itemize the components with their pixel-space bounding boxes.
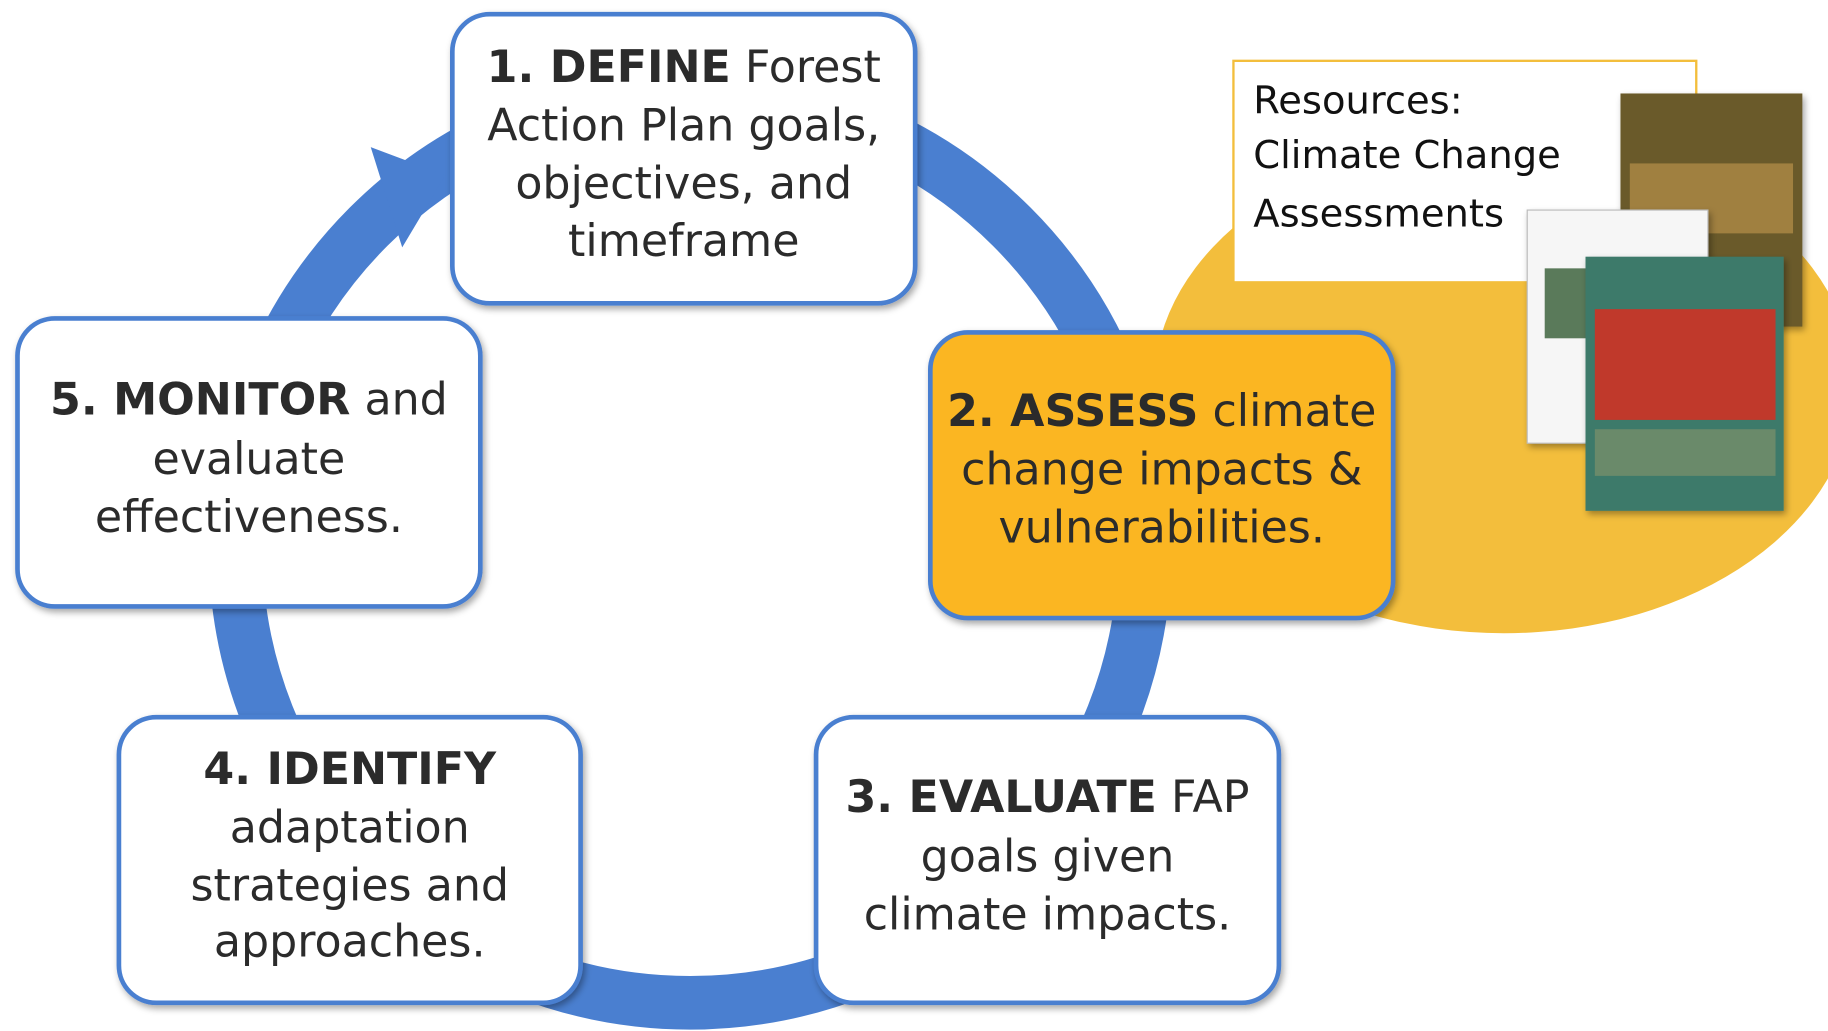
step-keyword: 2. ASSESS [947, 386, 1198, 437]
step-text: vulnerabilities. [999, 503, 1325, 554]
resources-text: Assessments [1253, 191, 1504, 236]
step-keyword: 5. MONITOR [50, 374, 350, 425]
step-text: climate impacts. [864, 890, 1232, 941]
step-text: Action Plan goals, [487, 100, 880, 151]
step-text: adaptation [230, 802, 470, 853]
step-text: evaluate [153, 434, 346, 485]
step-text-part: FAP [1171, 772, 1249, 823]
step-keyword: 1. DEFINE [487, 42, 731, 93]
step-keyword: 3. EVALUATE [845, 772, 1156, 823]
step-text: objectives, and [515, 159, 852, 210]
step-text: strategies and [190, 861, 509, 912]
step-text: 2. ASSESS climate [947, 386, 1376, 437]
step-text: 4. IDENTIFY [203, 744, 497, 795]
step-text: effectiveness. [95, 492, 403, 543]
step-text: change impacts & [961, 444, 1362, 495]
resources-text: Climate Change [1253, 133, 1561, 178]
step-keyword: 4. IDENTIFY [203, 744, 497, 795]
step-text-part: and [364, 374, 447, 425]
step-text: 1. DEFINE Forest [487, 42, 881, 93]
step-text-part: Forest [745, 42, 881, 93]
resources-title: Resources: [1253, 78, 1462, 123]
diagram: 1. DEFINE Forest Action Plan goals, object… [0, 0, 1828, 1031]
step-text: timeframe [568, 216, 799, 267]
step-text: approaches. [214, 917, 486, 968]
step-text: goals given [921, 831, 1175, 882]
step-text: 3. EVALUATE FAP [845, 772, 1249, 823]
step-text: 5. MONITOR and [50, 374, 448, 425]
step-text-part: climate [1212, 386, 1376, 437]
